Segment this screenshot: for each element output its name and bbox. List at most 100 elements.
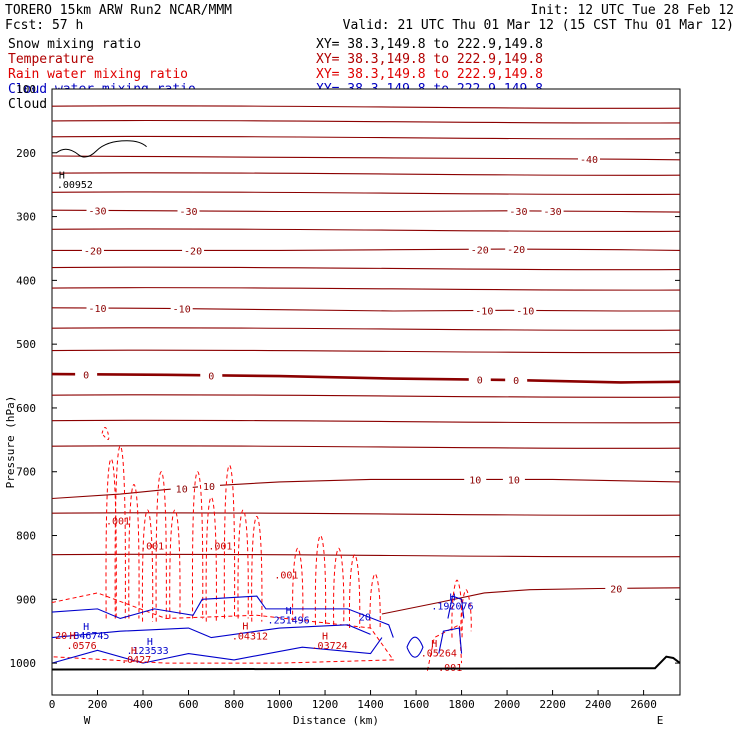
cloud-water-contour-line <box>447 595 465 619</box>
y-tick-label: 300 <box>16 211 36 224</box>
temperature-contour-label: -10 <box>475 306 493 317</box>
cloud-water-contour-label: .123533 <box>126 646 168 657</box>
temperature-contour-line <box>51 266 681 271</box>
temperature-contour-line <box>51 155 681 161</box>
contour-label-bg <box>605 582 628 594</box>
y-tick-label: 700 <box>16 466 36 479</box>
x-tick-label: 2600 <box>630 698 657 711</box>
rain-contour-label: .001 <box>140 542 164 553</box>
contour-label-bg <box>514 304 537 316</box>
temperature-contour-line <box>51 349 681 354</box>
temperature-contour-label: -30 <box>544 207 562 218</box>
rain-contour-line <box>292 547 304 622</box>
legend-xy-text: XY= 38.3,149.8 to 222.9,149.8 <box>316 37 543 52</box>
contour-label-bg <box>468 243 491 255</box>
contour-label-bg <box>81 244 104 256</box>
rain-contour-line <box>460 589 472 632</box>
temperature-contour-line <box>51 172 681 176</box>
contour-label-bg <box>177 204 200 216</box>
plot-area: -40 -30 -30 -30 -30 -20 -20 -20 -20 -10 -10 -10 -10 0… <box>51 88 681 696</box>
temperature-contour-line <box>51 327 681 331</box>
temperature-contour-label: -40 <box>580 155 598 166</box>
cloud-water-contour-line <box>406 636 424 658</box>
rain-contour-line <box>155 471 167 622</box>
rain-contour-line <box>169 509 181 619</box>
contour-label-bg <box>468 373 491 385</box>
x-tick-label: 600 <box>179 698 199 711</box>
forecast-hour: Fcst: 57 h <box>5 18 83 33</box>
temperature-contour-line <box>51 135 681 140</box>
rain-contour-line <box>141 509 154 622</box>
rain-contour-line <box>101 426 110 440</box>
temperature-contour-line <box>51 394 681 398</box>
x-tick-label: 1200 <box>312 698 339 711</box>
rain-contour-line <box>114 445 126 619</box>
x-tick-label: 800 <box>224 698 244 711</box>
max-h-marker: H <box>131 646 137 657</box>
temperature-contour-line <box>52 248 681 251</box>
y-tick-label: 100 <box>16 83 36 96</box>
max-h-marker: H <box>147 637 153 648</box>
rain-contour-line <box>237 509 249 619</box>
contour-label-bg <box>502 473 525 485</box>
contour-label-bg <box>75 368 98 380</box>
contour-label-bg <box>198 479 220 491</box>
cloud-water-contour-label: .192076 <box>431 602 473 613</box>
snow-max-marker: H <box>59 170 65 181</box>
rain-contour-line <box>333 547 345 625</box>
rain-contour-label: .04312 <box>232 632 268 643</box>
legend-xy-text: XY= 38.3,149.8 to 222.9,149.8 <box>316 67 543 82</box>
rain-contour-label: .001 <box>208 542 232 553</box>
temperature-contour-label: -20 <box>84 246 102 257</box>
x-tick-label: 400 <box>133 698 153 711</box>
y-tick-label: 400 <box>16 274 36 287</box>
contour-label-bg <box>86 204 109 216</box>
max-h-marker: H <box>242 621 248 632</box>
rain-contour-label: .05264 <box>421 649 457 660</box>
valid-time: Valid: 21 UTC Thu 01 Mar 12 (15 CST Thu … <box>343 18 734 33</box>
rain-contour-line <box>451 579 463 638</box>
max-h-marker: H <box>286 606 292 617</box>
rain-contour-line <box>51 592 395 664</box>
contour-label-bg <box>541 205 564 217</box>
contour-label-bg <box>170 482 193 494</box>
x-tick-label: 0 <box>49 698 56 711</box>
cloud-water-contour-label: 20 <box>359 612 371 623</box>
max-h-marker: H <box>449 593 455 604</box>
terrain-line <box>51 655 681 671</box>
temperature-contour-line <box>51 119 681 124</box>
x-tick-label: 2400 <box>585 698 612 711</box>
x-tick-label: 200 <box>88 698 108 711</box>
cloud-water-contour-label: .251496 <box>268 616 310 627</box>
x-tick-label: 2200 <box>539 698 566 711</box>
max-h-marker: H <box>83 622 89 633</box>
contour-label-bg <box>577 152 600 164</box>
cloud-water-contour-line <box>51 624 371 639</box>
temperature-contour-line <box>51 445 681 449</box>
x-tick-label: 2000 <box>494 698 521 711</box>
x-axis-label: Distance (km) <box>293 714 379 727</box>
contour-label-bg <box>86 302 109 314</box>
temperature-contour-line <box>51 553 681 558</box>
temperature-contour-label: 10 <box>203 482 215 493</box>
rain-contour-label: .03724 <box>312 641 348 652</box>
cloud-water-contour-line <box>438 627 463 654</box>
y-tick-label: 1000 <box>10 657 37 670</box>
axes: 0 200 400 600 800 1000 1200 1400 1600 1800 2000 220… <box>4 83 680 727</box>
temperature-contour-label: -30 <box>88 206 106 217</box>
temperature-contour-label: -30 <box>509 207 527 218</box>
rain-contour-line <box>205 496 217 622</box>
rain-contour-line <box>128 483 140 619</box>
temperature-contour-label: -10 <box>88 304 106 315</box>
max-h-marker: H <box>322 632 328 643</box>
rain-contour-line <box>314 535 327 625</box>
rain-contour-label: 20 <box>55 631 67 642</box>
contour-label-bg <box>505 243 528 255</box>
temperature-contour-label: 10 <box>469 475 481 486</box>
temperature-contour-line <box>51 419 681 424</box>
rain-contour-label: .0427 <box>121 655 151 666</box>
temperature-contour-label: -20 <box>471 245 489 256</box>
temperature-contour-line <box>51 228 681 233</box>
cloud-water-contour-label: .846745 <box>67 631 109 642</box>
y-tick-label: 900 <box>16 593 36 606</box>
